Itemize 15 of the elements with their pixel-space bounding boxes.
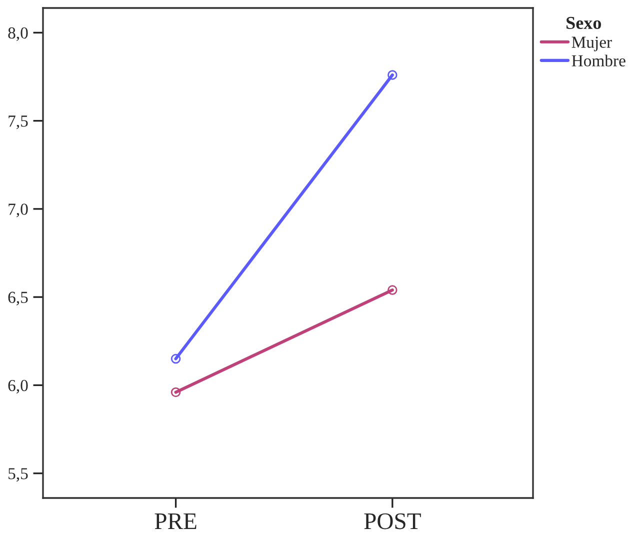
point [388, 70, 398, 80]
x-tick-label: POST [364, 513, 421, 530]
point [170, 387, 181, 398]
legend-label: Mujer [572, 36, 612, 52]
y-tick-label: 8,0 [8, 27, 28, 42]
legend-title: Sexo [566, 16, 602, 30]
y-tick-label: 7,0 [8, 204, 28, 218]
y-tick-label: 6,0 [8, 380, 28, 394]
point [170, 354, 181, 364]
x-tick-label: PRE [154, 514, 196, 529]
y-tick-label: 5,5 [8, 468, 28, 482]
point [388, 285, 398, 295]
y-tick-label: 6,5 [8, 292, 28, 306]
y-tick-label: 7,5 [8, 116, 28, 130]
legend-label: Hombre [572, 54, 626, 66]
